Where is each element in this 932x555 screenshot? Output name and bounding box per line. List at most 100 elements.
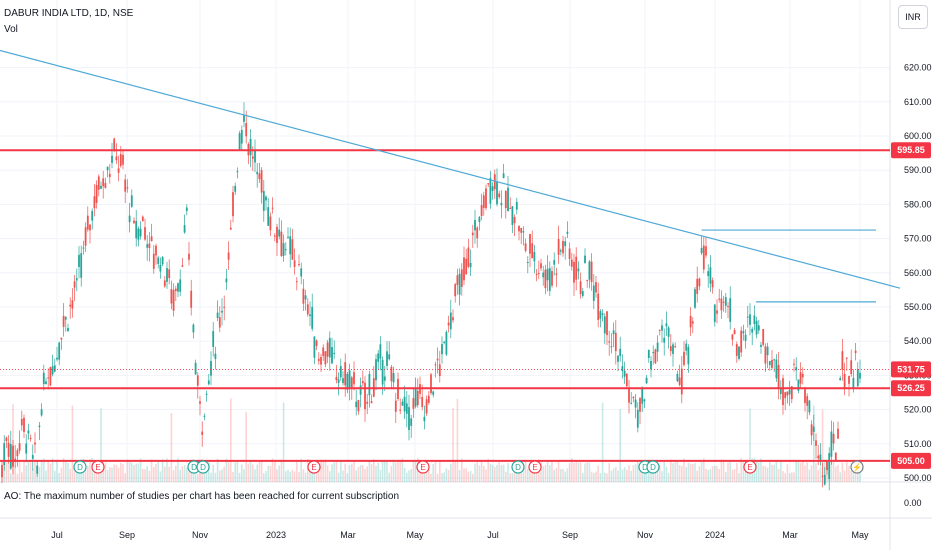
volume-bar (54, 470, 56, 482)
candle-body (91, 210, 94, 221)
candle-body (491, 186, 494, 192)
candle-body (311, 306, 314, 329)
volume-bar (428, 469, 430, 482)
candle-body (71, 300, 74, 309)
candle-body (394, 400, 397, 412)
candle-body (229, 227, 232, 230)
y-tick-label: 540.00 (904, 336, 932, 346)
candle-body (185, 207, 188, 212)
volume-bar (645, 467, 648, 482)
volume-bar (755, 460, 758, 482)
volume-bar (430, 473, 432, 482)
candle-body (821, 475, 824, 477)
candle-body (709, 267, 712, 284)
volume-bar (469, 470, 472, 482)
volume-bar (247, 463, 250, 482)
volume-bar (282, 402, 285, 482)
candle-body (764, 346, 767, 364)
candle-body (412, 398, 415, 409)
volume-bar (848, 466, 850, 482)
volume-bar (659, 465, 661, 482)
volume-bar (546, 460, 549, 482)
trendline (0, 49, 901, 289)
volume-bar (590, 471, 593, 482)
candle-body (854, 350, 857, 354)
candle-body (106, 166, 109, 171)
price-label-text: 526.25 (897, 383, 925, 393)
volume-bar (40, 461, 43, 482)
volume-bar (483, 465, 485, 482)
candle-body (852, 377, 855, 388)
volume-bar (560, 469, 562, 482)
candle-body (661, 325, 663, 331)
volume-bar (370, 464, 373, 482)
candle-body (144, 227, 146, 240)
volume-bar (280, 459, 283, 482)
volume-bar (656, 468, 659, 482)
volume-bar (780, 459, 782, 482)
volume-bar (115, 464, 118, 482)
candle-body (49, 367, 52, 386)
volume-bar (434, 460, 437, 482)
volume-bar (606, 473, 608, 482)
candle-body (634, 399, 637, 408)
candle-body (669, 346, 672, 352)
volume-bar (773, 464, 775, 482)
candle-body (489, 177, 492, 204)
volume-bar (381, 461, 384, 482)
event-marker-circle (646, 460, 660, 474)
candle-body (729, 298, 732, 322)
volume-bar (808, 469, 811, 482)
volume-bar (621, 469, 624, 482)
volume-bar (311, 466, 313, 482)
volume-bar (137, 463, 140, 482)
candle-body (856, 368, 859, 387)
candle-body (423, 416, 426, 422)
volume-bar (465, 468, 467, 482)
candle-body (335, 376, 338, 381)
candle-body (691, 321, 694, 324)
candle-body (73, 281, 76, 288)
candle-body (665, 323, 668, 327)
candle-body (47, 377, 50, 379)
candle-body (546, 268, 549, 281)
candle-body (82, 247, 85, 249)
volume-bar (210, 472, 212, 482)
candle-body (474, 219, 476, 231)
candle-body (113, 138, 116, 150)
volume-bar (577, 462, 580, 482)
candle-body (276, 226, 278, 244)
volume-bar (159, 471, 162, 482)
currency-button[interactable]: INR (898, 5, 928, 29)
candle-body (425, 399, 428, 414)
volume-bar (760, 458, 762, 482)
candle-body (568, 248, 571, 259)
candle-body (522, 231, 525, 233)
candle-body (232, 192, 234, 217)
volume-bar (784, 473, 786, 482)
candle-body (31, 455, 34, 459)
candle-body (86, 215, 89, 230)
candle-body (245, 122, 248, 137)
volume-bar (788, 473, 791, 482)
volume-bar (65, 461, 67, 482)
candle-body (172, 289, 175, 311)
volume-bar (276, 469, 278, 482)
x-tick-label: Nov (637, 530, 654, 540)
volume-bar (27, 461, 30, 482)
candle-body (511, 206, 514, 226)
volume-bar (531, 466, 533, 482)
volume-bar (168, 466, 170, 482)
volume-bar (707, 469, 709, 482)
candle-body (480, 205, 483, 217)
volume-bar (84, 469, 87, 482)
volume-bar (355, 470, 357, 482)
volume-bar (474, 463, 476, 482)
volume-bar (5, 461, 8, 482)
candle-body (540, 263, 542, 269)
volume-bar (839, 472, 841, 482)
volume-bar (716, 466, 718, 482)
x-tick-label: May (406, 530, 424, 540)
